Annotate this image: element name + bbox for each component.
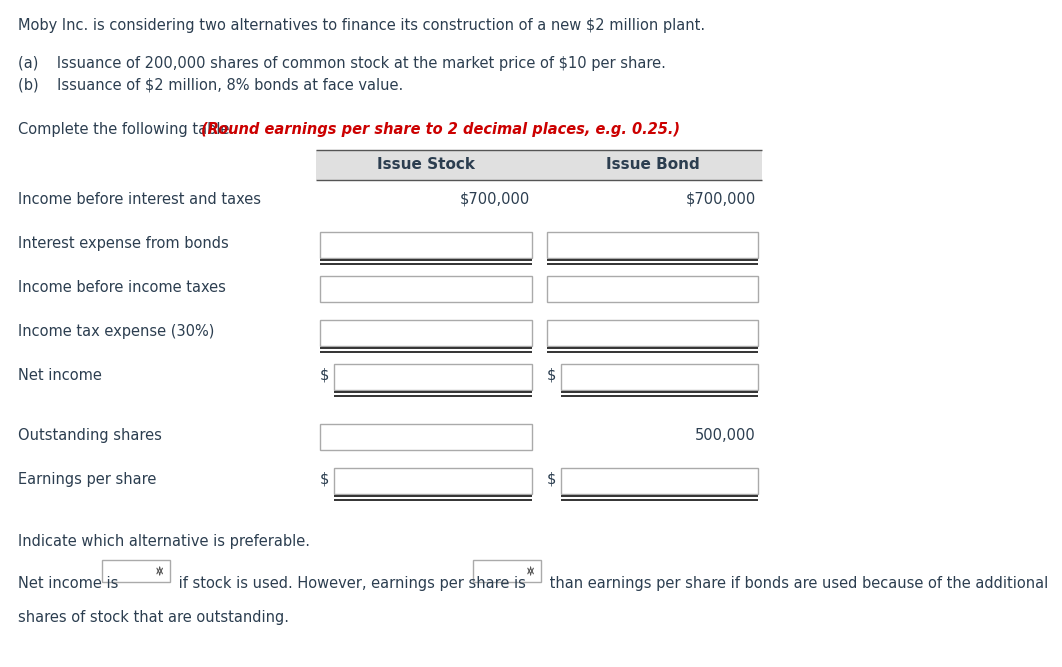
Bar — [320, 232, 532, 258]
Bar — [320, 276, 532, 302]
Text: Moby Inc. is considering two alternatives to finance its construction of a new $: Moby Inc. is considering two alternative… — [18, 18, 705, 33]
Text: $700,000: $700,000 — [686, 192, 756, 207]
Bar — [561, 364, 758, 390]
Bar — [547, 276, 758, 302]
Bar — [561, 468, 758, 494]
Text: $: $ — [547, 472, 556, 487]
Text: Net income is: Net income is — [18, 576, 123, 591]
Bar — [316, 150, 763, 180]
Text: 500,000: 500,000 — [696, 428, 756, 443]
Text: $: $ — [547, 368, 556, 383]
Text: $700,000: $700,000 — [460, 192, 530, 207]
Text: Issue Stock: Issue Stock — [377, 157, 475, 172]
Text: Income tax expense (30%): Income tax expense (30%) — [18, 324, 215, 339]
Text: if stock is used. However, earnings per share is: if stock is used. However, earnings per … — [174, 576, 530, 591]
Bar — [547, 232, 758, 258]
Bar — [547, 320, 758, 346]
Text: Issue Bond: Issue Bond — [605, 157, 700, 172]
Text: shares of stock that are outstanding.: shares of stock that are outstanding. — [18, 610, 289, 625]
Text: (a)    Issuance of 200,000 shares of common stock at the market price of $10 per: (a) Issuance of 200,000 shares of common… — [18, 56, 666, 71]
Text: $: $ — [320, 368, 329, 383]
Text: Outstanding shares: Outstanding shares — [18, 428, 161, 443]
Text: Income before interest and taxes: Income before interest and taxes — [18, 192, 261, 207]
Text: Interest expense from bonds: Interest expense from bonds — [18, 236, 228, 251]
Bar — [102, 560, 170, 582]
Text: than earnings per share if bonds are used because of the additional: than earnings per share if bonds are use… — [545, 576, 1048, 591]
Bar — [335, 468, 532, 494]
Text: (b)    Issuance of $2 million, 8% bonds at face value.: (b) Issuance of $2 million, 8% bonds at … — [18, 78, 404, 93]
Text: Indicate which alternative is preferable.: Indicate which alternative is preferable… — [18, 534, 310, 549]
Bar — [320, 424, 532, 450]
Bar — [473, 560, 541, 582]
Text: (Round earnings per share to 2 decimal places, e.g. 0.25.): (Round earnings per share to 2 decimal p… — [201, 122, 680, 137]
Text: Net income: Net income — [18, 368, 102, 383]
Bar — [320, 320, 532, 346]
Text: Earnings per share: Earnings per share — [18, 472, 156, 487]
Text: Income before income taxes: Income before income taxes — [18, 280, 226, 295]
Text: Complete the following table.: Complete the following table. — [18, 122, 239, 137]
Text: $: $ — [320, 472, 329, 487]
Bar — [335, 364, 532, 390]
